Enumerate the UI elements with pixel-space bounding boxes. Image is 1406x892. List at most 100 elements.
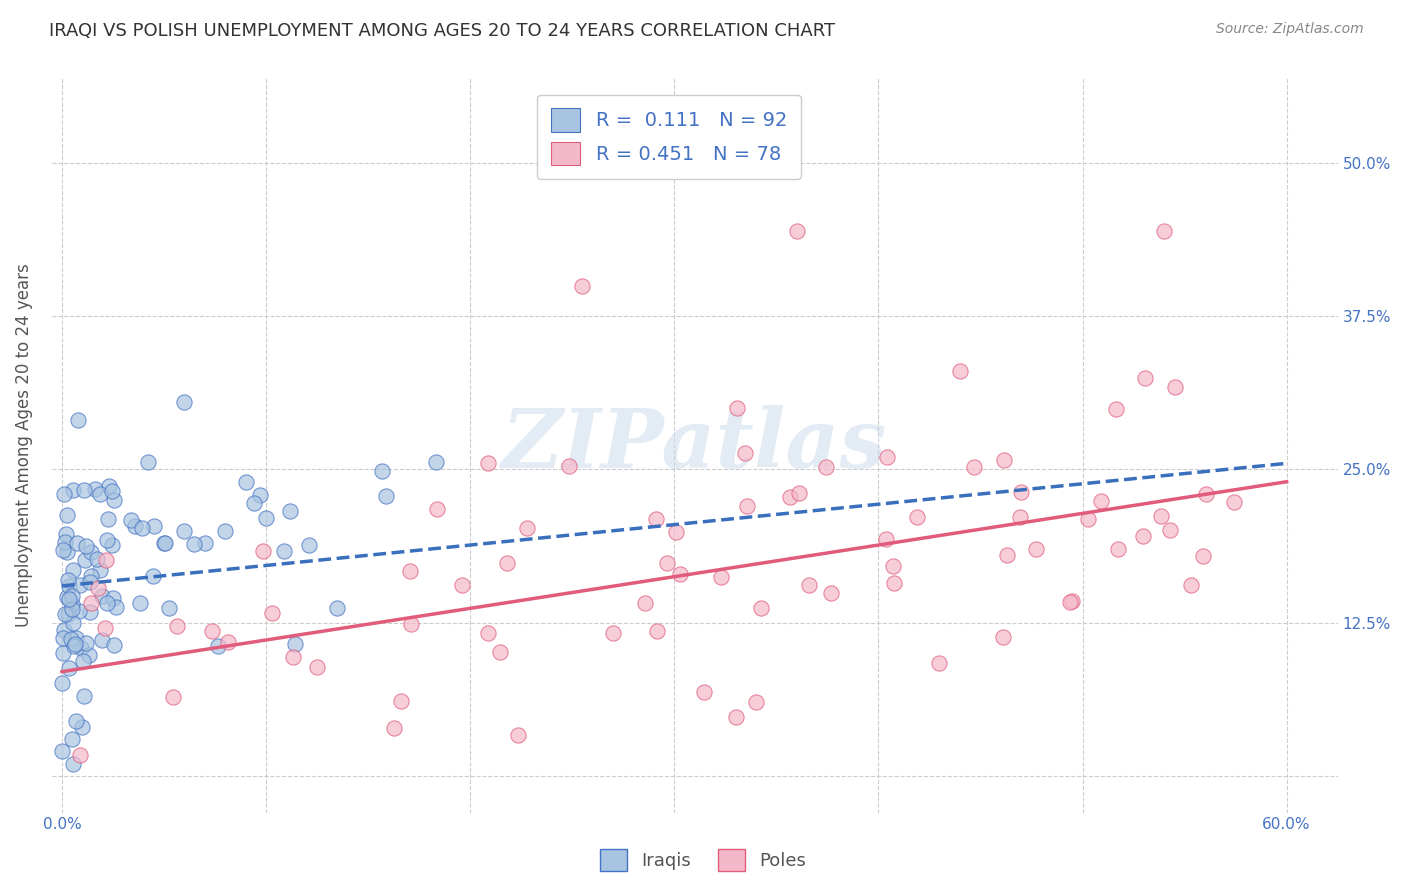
Point	[1195, 487, 1218, 501]
Point	[281, 650, 304, 665]
Point	[52, 646, 75, 660]
Point	[1104, 402, 1126, 417]
Point	[734, 446, 756, 460]
Point	[298, 538, 321, 552]
Point	[735, 499, 758, 513]
Point	[307, 660, 329, 674]
Point	[90, 633, 112, 648]
Point	[451, 578, 474, 592]
Point	[254, 511, 277, 525]
Point	[55, 590, 77, 604]
Point	[101, 591, 124, 606]
Point	[58, 579, 80, 593]
Point	[797, 578, 820, 592]
Point	[96, 596, 118, 610]
Point	[1191, 549, 1213, 564]
Point	[399, 617, 422, 632]
Point	[60, 602, 83, 616]
Point	[371, 464, 394, 478]
Point	[80, 545, 103, 559]
Point	[56, 607, 79, 622]
Point	[389, 694, 412, 708]
Point	[991, 630, 1014, 644]
Point	[96, 533, 118, 547]
Point	[120, 513, 142, 527]
Point	[426, 502, 449, 516]
Point	[91, 589, 114, 603]
Point	[75, 636, 97, 650]
Point	[882, 558, 904, 573]
Point	[249, 488, 271, 502]
Point	[62, 563, 84, 577]
Point	[69, 577, 91, 591]
Point	[72, 720, 94, 734]
Point	[173, 395, 195, 409]
Point	[1090, 494, 1112, 508]
Point	[93, 621, 115, 635]
Point	[73, 483, 96, 497]
Point	[664, 525, 686, 540]
Point	[634, 596, 657, 610]
Point	[79, 575, 101, 590]
Point	[53, 487, 76, 501]
Legend: Iraqis, Poles: Iraqis, Poles	[592, 842, 814, 879]
Point	[1223, 495, 1246, 509]
Point	[63, 640, 86, 654]
Point	[87, 581, 110, 595]
Point	[201, 624, 224, 638]
Point	[1164, 379, 1187, 393]
Text: IRAQI VS POLISH UNEMPLOYMENT AMONG AGES 20 TO 24 YEARS CORRELATION CHART: IRAQI VS POLISH UNEMPLOYMENT AMONG AGES …	[49, 22, 835, 40]
Point	[51, 676, 73, 690]
Point	[73, 553, 96, 567]
Point	[1133, 371, 1156, 385]
Point	[86, 552, 108, 566]
Point	[157, 601, 180, 615]
Point	[98, 479, 121, 493]
Point	[382, 722, 405, 736]
Point	[62, 616, 84, 631]
Point	[75, 539, 97, 553]
Point	[129, 596, 152, 610]
Point	[495, 556, 517, 570]
Point	[962, 459, 984, 474]
Point	[725, 401, 748, 416]
Point	[602, 626, 624, 640]
Point	[710, 570, 733, 584]
Point	[489, 645, 512, 659]
Point	[242, 496, 264, 510]
Point	[506, 728, 529, 742]
Point	[136, 455, 159, 469]
Point	[669, 567, 692, 582]
Point	[100, 538, 122, 552]
Text: ZIPatlas: ZIPatlas	[502, 405, 887, 485]
Point	[260, 607, 283, 621]
Point	[53, 607, 76, 621]
Point	[162, 690, 184, 704]
Point	[194, 536, 217, 550]
Point	[62, 483, 84, 497]
Point	[1059, 595, 1081, 609]
Point	[103, 493, 125, 508]
Point	[60, 632, 83, 646]
Point	[949, 364, 972, 378]
Point	[69, 640, 91, 655]
Point	[876, 450, 898, 464]
Point	[235, 475, 257, 489]
Point	[89, 563, 111, 577]
Point	[89, 487, 111, 501]
Point	[1077, 512, 1099, 526]
Text: Source: ZipAtlas.com: Source: ZipAtlas.com	[1216, 22, 1364, 37]
Point	[217, 634, 239, 648]
Point	[52, 631, 75, 645]
Point	[55, 508, 77, 522]
Point	[101, 484, 124, 499]
Point	[398, 564, 420, 578]
Point	[1107, 542, 1129, 557]
Legend: R =  0.111   N = 92, R = 0.451   N = 78: R = 0.111 N = 92, R = 0.451 N = 78	[537, 95, 800, 179]
Point	[58, 660, 80, 674]
Point	[207, 639, 229, 653]
Point	[1150, 509, 1173, 524]
Point	[786, 224, 808, 238]
Point	[166, 619, 188, 633]
Point	[214, 524, 236, 538]
